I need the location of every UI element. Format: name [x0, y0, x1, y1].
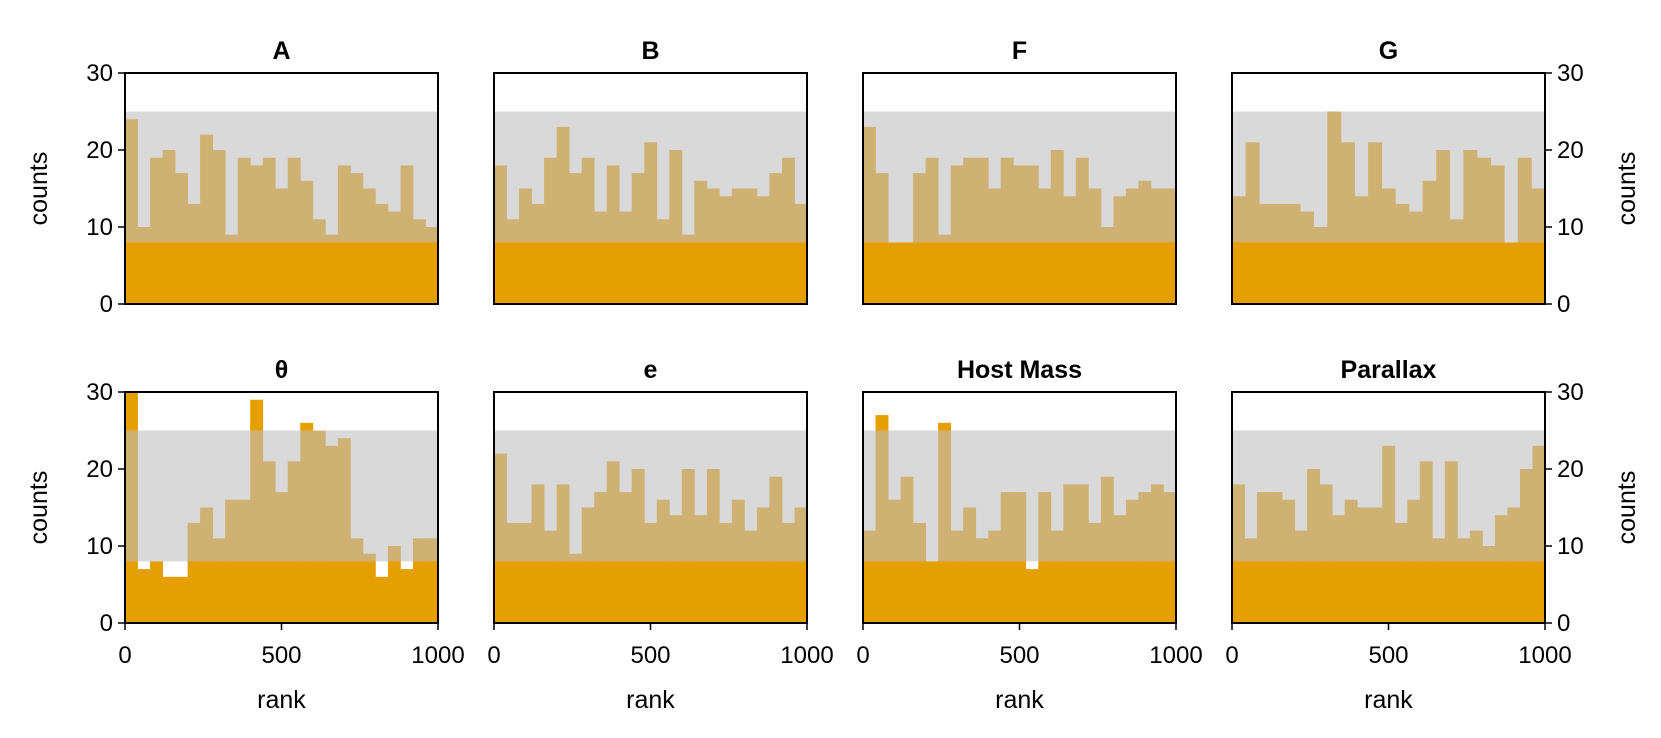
y-tick-label: 20 [1557, 456, 1584, 483]
panel-title: θ [275, 356, 289, 384]
histogram-bar [1504, 242, 1519, 304]
y-axis-label: counts [25, 152, 53, 226]
plot-area [494, 430, 807, 623]
reference-band [863, 111, 1176, 243]
histogram-bar [362, 553, 376, 623]
x-tick-label: 500 [261, 642, 301, 669]
histogram-bar [938, 234, 952, 304]
y-tick-label: 20 [86, 456, 113, 483]
y-tick-label: 20 [1557, 137, 1584, 164]
panel-2: B [493, 37, 808, 305]
x-tick-label: 0 [856, 642, 869, 669]
panel-1: A 0 10 20 30 counts [25, 37, 439, 318]
histogram-bar [137, 569, 151, 623]
histogram-bar [150, 561, 163, 623]
x-tick-label: 500 [1368, 642, 1408, 669]
histogram-bar [925, 561, 939, 623]
reference-band [863, 430, 1176, 562]
x-axis-label: rank [626, 686, 675, 714]
panel-title: F [1012, 37, 1027, 65]
y-tick-label: 30 [86, 379, 113, 406]
y-tick-label: 20 [86, 137, 113, 164]
panel-title: A [272, 37, 290, 65]
x-tick-label: 0 [118, 642, 131, 669]
histogram-bar [425, 227, 438, 304]
panel-8: Parallax 0 10 20 30 counts 0 500 1000 rank [1225, 356, 1641, 714]
histogram-bar [1025, 569, 1039, 623]
histogram-bar [1482, 546, 1496, 623]
histogram-bar [888, 242, 901, 304]
y-tick-label: 10 [86, 533, 113, 560]
histogram-bar [569, 553, 583, 623]
histogram-bar [225, 234, 239, 304]
reference-band [494, 430, 807, 562]
histogram-bar [1313, 227, 1328, 304]
plot-area [1232, 111, 1545, 304]
y-tick-label: 0 [100, 610, 113, 637]
y-axis-label: counts [1613, 471, 1641, 545]
reference-band [494, 111, 807, 243]
plot-area [863, 111, 1176, 304]
y-tick-label: 0 [1557, 291, 1570, 318]
panels: A 0 10 20 30 counts B F G 0 10 20 30 counts θ 0 10 20 30 co… [25, 37, 1641, 714]
histogram-bar [681, 234, 695, 304]
y-tick-label: 30 [1557, 60, 1584, 87]
panel-title: Host Mass [957, 356, 1082, 384]
panel-title: G [1379, 37, 1398, 65]
histogram-bar [175, 576, 188, 623]
plot-area [494, 111, 807, 304]
x-tick-label: 500 [999, 642, 1039, 669]
x-tick-label: 1000 [1518, 642, 1571, 669]
plot-area [863, 415, 1176, 623]
panel-title: Parallax [1341, 356, 1437, 384]
histogram-bar [387, 546, 401, 623]
panel-frame [493, 72, 808, 305]
y-tick-label: 30 [86, 60, 113, 87]
y-tick-label: 10 [1557, 214, 1584, 241]
histogram-bar [400, 569, 414, 623]
y-tick-label: 0 [1557, 610, 1570, 637]
y-axis-label: counts [25, 471, 53, 545]
x-axis-label: rank [1364, 686, 1413, 714]
x-tick-label: 0 [1225, 642, 1238, 669]
panel-frame [124, 72, 439, 305]
histogram-bar [137, 227, 151, 304]
reference-band [1232, 111, 1545, 243]
panel-7: Host Mass 0 500 1000 rank [856, 356, 1202, 714]
panel-4: G 0 10 20 30 counts [1231, 37, 1641, 318]
histogram-bar [375, 576, 389, 623]
reference-band [125, 430, 438, 562]
reference-band [1232, 430, 1545, 562]
x-axis-label: rank [257, 686, 306, 714]
y-tick-label: 10 [86, 214, 113, 241]
panel-title: B [641, 37, 659, 65]
histogram-bar [1100, 227, 1114, 304]
x-tick-label: 0 [487, 642, 500, 669]
y-axis-label: counts [1613, 152, 1641, 226]
histogram-bar [900, 242, 914, 304]
x-axis-label: rank [995, 686, 1044, 714]
histogram-bar [325, 234, 339, 304]
panel-frame [862, 72, 1177, 305]
panel-5: θ 0 10 20 30 counts 0 500 1000 rank [25, 356, 465, 714]
panel-3: F [862, 37, 1177, 305]
x-tick-label: 1000 [1149, 642, 1202, 669]
x-tick-label: 1000 [780, 642, 833, 669]
reference-band [125, 111, 438, 243]
y-tick-label: 10 [1557, 533, 1584, 560]
panel-6: e 0 500 1000 rank [487, 356, 833, 714]
x-tick-label: 1000 [411, 642, 464, 669]
plot-area [125, 111, 438, 304]
histogram-bar [162, 576, 176, 623]
plot-area [1232, 430, 1545, 623]
x-tick-label: 500 [630, 642, 670, 669]
panel-frame [1231, 72, 1546, 305]
panel-title: e [644, 356, 658, 384]
y-tick-label: 30 [1557, 379, 1584, 406]
plot-area [125, 392, 438, 623]
y-tick-label: 0 [100, 291, 113, 318]
